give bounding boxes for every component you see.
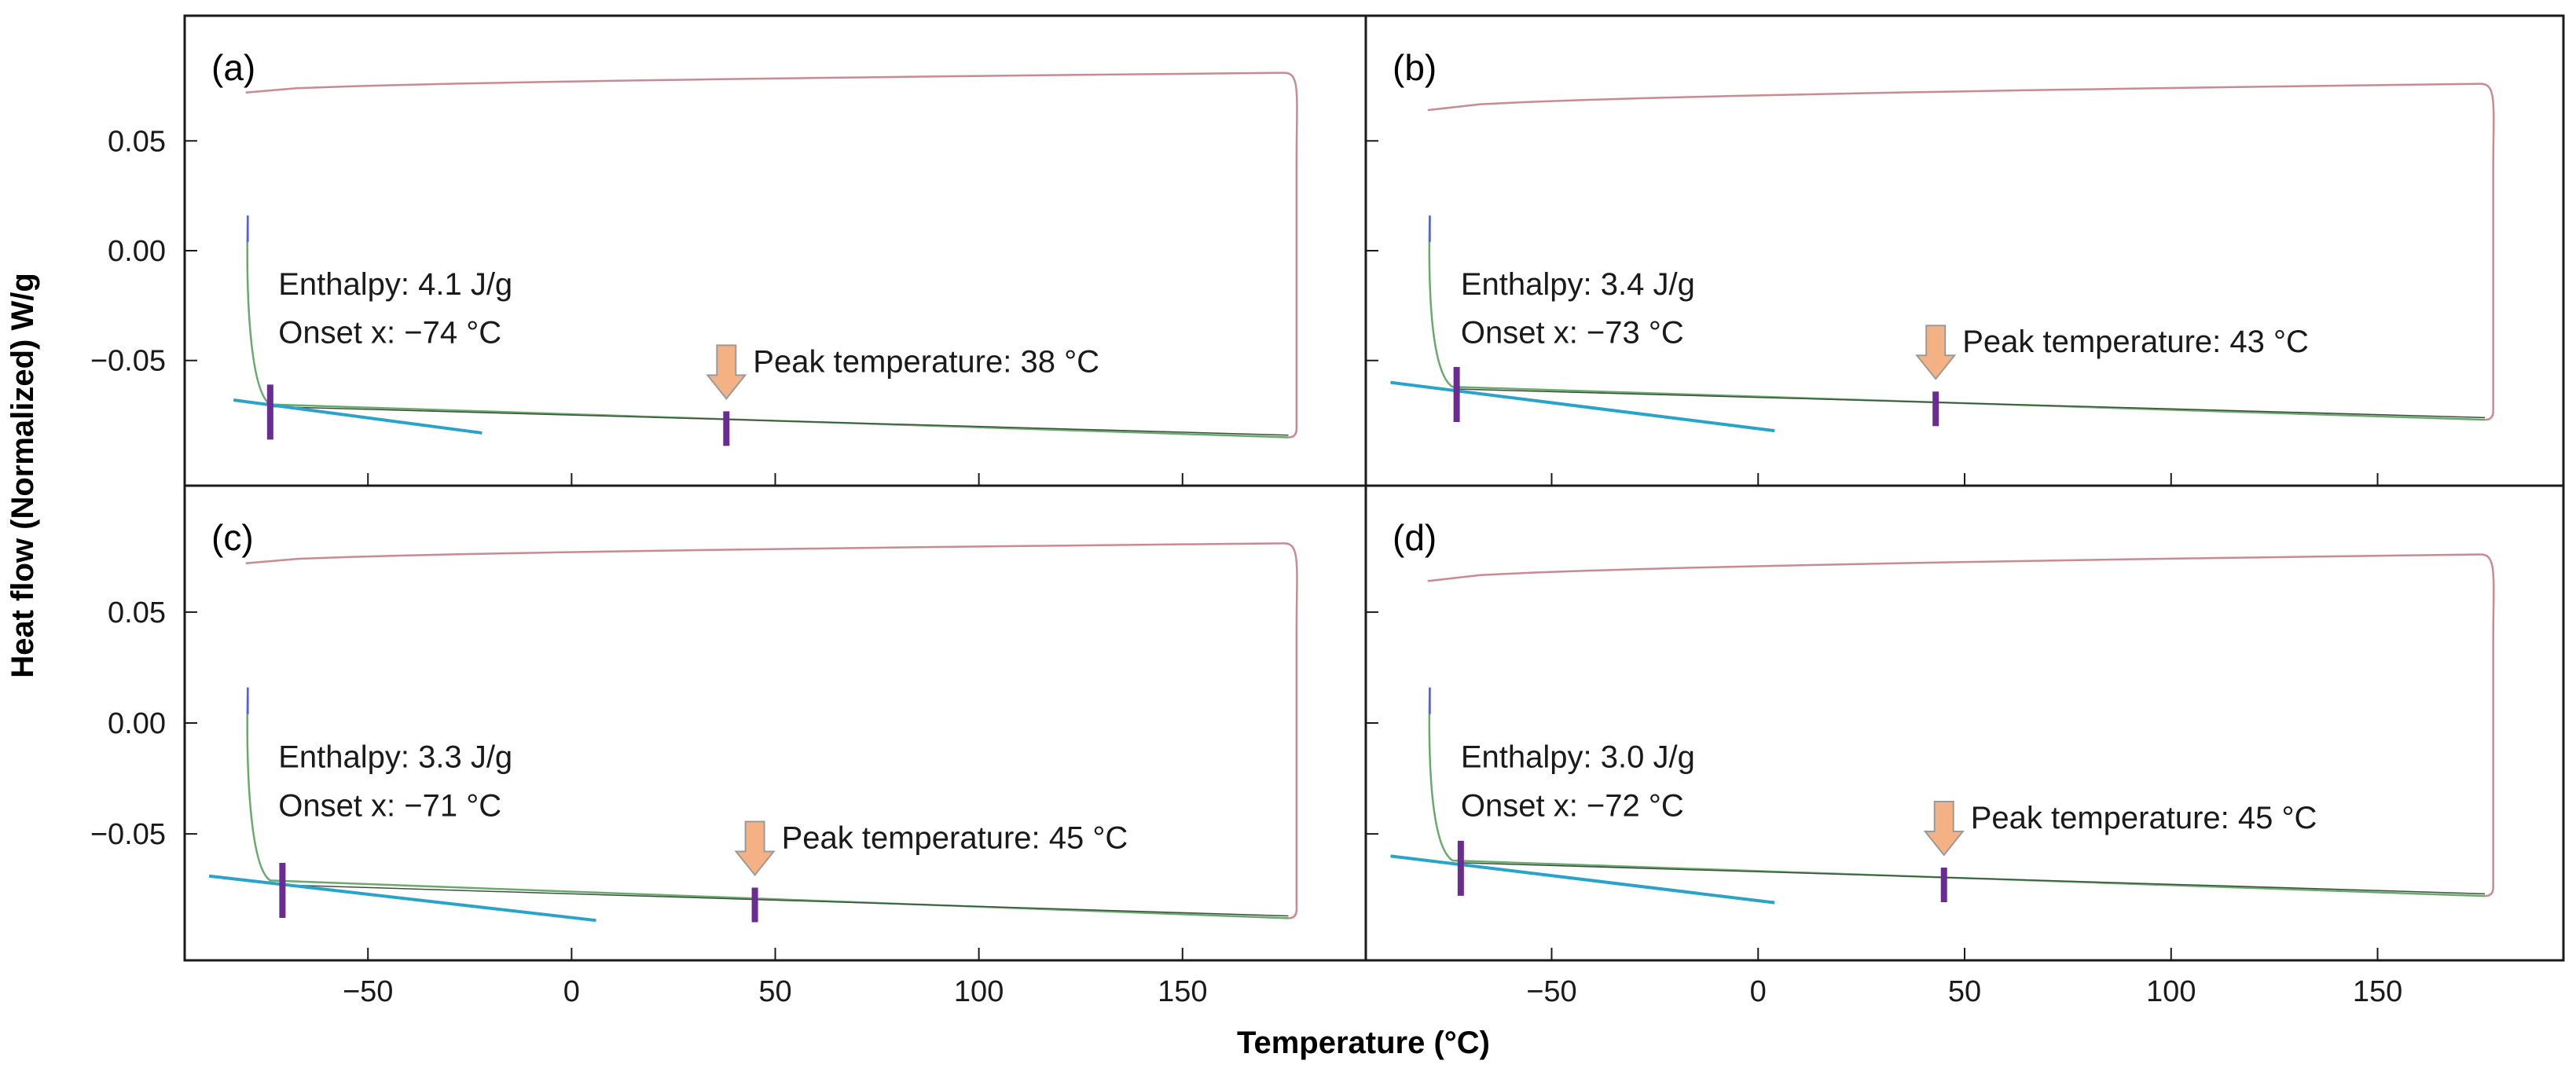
x-tick-label: 0 xyxy=(1750,975,1767,1008)
peak-arrow-icon xyxy=(1915,325,1957,380)
baseline-line xyxy=(282,884,1289,917)
onset-label: Onset x: −71 °C xyxy=(278,789,501,824)
y-tick-label: 0.00 xyxy=(108,707,166,740)
panel-c: (c) Enthalpy: 3.3 J/g Onset x: −71 °C Peak … xyxy=(185,517,1298,960)
cooling-curve xyxy=(1428,687,2486,897)
panel-a: (a) Enthalpy: 4.1 J/g Onset x: −74 °C Peak … xyxy=(185,47,1298,486)
onset-tangent-line xyxy=(1390,854,1775,905)
peak-arrow-icon xyxy=(706,344,747,400)
heating-curve xyxy=(1427,553,2495,897)
onset-tangent-line xyxy=(233,398,483,435)
x-axis-title: Temperature (°C) xyxy=(1237,1026,1490,1060)
enthalpy-label: Enthalpy: 3.4 J/g xyxy=(1461,267,1695,302)
y-tick-label: 0.00 xyxy=(108,235,166,268)
x-tick-label: 100 xyxy=(2146,975,2196,1008)
x-tick-label: 50 xyxy=(1948,975,1981,1008)
panel-b: (b) Enthalpy: 3.4 J/g Onset x: −73 °C Peak … xyxy=(1366,47,2495,486)
panel-label: (c) xyxy=(211,517,254,558)
enthalpy-label: Enthalpy: 4.1 J/g xyxy=(278,267,512,302)
x-tick-label: −50 xyxy=(343,975,393,1008)
peak-arrow-icon xyxy=(734,820,776,877)
panel-label: (b) xyxy=(1393,47,1437,88)
panel-label: (d) xyxy=(1393,517,1437,558)
peak-temperature-label: Peak temperature: 43 °C xyxy=(1962,325,2309,359)
x-tick-label: 150 xyxy=(2353,975,2402,1008)
y-tick-label: −0.05 xyxy=(90,818,166,851)
y-axis-title: Heat flow (Normalized) W/g xyxy=(6,273,40,678)
x-tick-label: 150 xyxy=(1158,975,1207,1008)
panel-label: (a) xyxy=(211,47,255,88)
heating-curve xyxy=(245,72,1298,439)
enthalpy-label: Enthalpy: 3.3 J/g xyxy=(278,740,512,774)
peak-temperature-label: Peak temperature: 45 °C xyxy=(1971,801,2317,835)
heating-curve xyxy=(1427,83,2495,421)
enthalpy-label: Enthalpy: 3.0 J/g xyxy=(1461,740,1695,774)
x-tick-label: 100 xyxy=(954,975,1004,1008)
x-tick-label: −50 xyxy=(1526,975,1576,1008)
y-tick-label: 0.05 xyxy=(108,596,166,629)
onset-tangent-line xyxy=(1390,380,1775,433)
onset-label: Onset x: −73 °C xyxy=(1461,315,1684,350)
panels-layer: (a) Enthalpy: 4.1 J/g Onset x: −74 °C Peak … xyxy=(185,47,2495,960)
baseline-line xyxy=(270,406,1289,436)
onset-tangent-line xyxy=(208,874,596,923)
y-tick-label: 0.05 xyxy=(108,125,166,158)
onset-label: Onset x: −74 °C xyxy=(278,315,501,350)
cooling-curve xyxy=(1428,215,2486,421)
x-tick-label: 0 xyxy=(563,975,580,1008)
panel-d: (d) Enthalpy: 3.0 J/g Onset x: −72 °C Peak … xyxy=(1366,517,2495,960)
onset-label: Onset x: −72 °C xyxy=(1461,789,1684,824)
heating-curve xyxy=(245,542,1298,919)
x-tick-label: 50 xyxy=(758,975,791,1008)
peak-temperature-label: Peak temperature: 38 °C xyxy=(753,344,1099,379)
y-tick-label: −0.05 xyxy=(90,345,166,378)
baseline-line xyxy=(1460,862,2486,895)
axes-layer: 0.05 0.00 −0.05 0.05 0.00 −0.05 −50 0 50 100 150 −5… xyxy=(90,14,2565,1008)
baseline-line xyxy=(1456,388,2486,419)
figure-frame xyxy=(183,14,2565,962)
peak-arrow-icon xyxy=(1923,801,1965,857)
peak-temperature-label: Peak temperature: 45 °C xyxy=(782,820,1128,855)
